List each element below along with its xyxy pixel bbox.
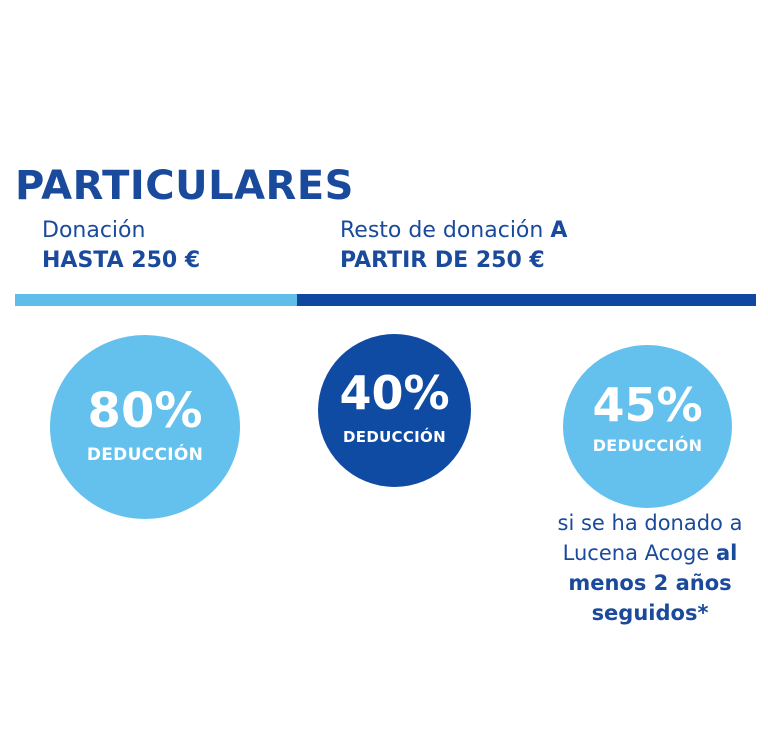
deduction-percent: 45% <box>592 378 703 432</box>
tier-threshold: PARTIR DE 250 € <box>340 248 545 273</box>
tier-bar-dark <box>297 294 756 306</box>
note-line: seguidos* <box>591 601 709 625</box>
deduction-label: DEDUCCIÓN <box>86 445 204 465</box>
note-bold-text: al <box>715 541 738 565</box>
deduction-label: DEDUCCIÓN <box>343 428 446 446</box>
tier-label-bold: A <box>550 218 568 243</box>
tier-label: Donación <box>42 216 200 246</box>
note-line: Lucena Acoge al <box>530 538 768 568</box>
tier-from-250: Resto de donación A PARTIR DE 250 € <box>340 216 567 276</box>
deduction-percent: 80% <box>87 383 203 439</box>
note-line: si se ha donado a <box>557 511 743 535</box>
tier-up-to-250: Donación HASTA 250 € <box>42 216 200 276</box>
deduction-circle-40: 40% DEDUCCIÓN <box>318 334 471 487</box>
condition-note: si se ha donado a Lucena Acoge al menos … <box>530 508 768 628</box>
deduction-circle-80: 80% DEDUCCIÓN <box>50 335 240 519</box>
tier-label: Resto de donación A <box>340 216 567 246</box>
deduction-circle-45: 45% DEDUCCIÓN <box>563 345 732 508</box>
tier-label-text: Resto de donación <box>340 218 551 243</box>
tier-threshold: HASTA 250 € <box>42 248 201 273</box>
deduction-percent: 40% <box>339 366 450 420</box>
page-title: PARTICULARES <box>15 163 354 209</box>
note-line: menos 2 años <box>568 571 732 595</box>
tier-label-text: Donación <box>42 218 146 243</box>
tier-bar-light <box>15 294 297 306</box>
deduction-label: DEDUCCIÓN <box>592 436 703 455</box>
note-text: Lucena Acoge <box>562 541 716 565</box>
